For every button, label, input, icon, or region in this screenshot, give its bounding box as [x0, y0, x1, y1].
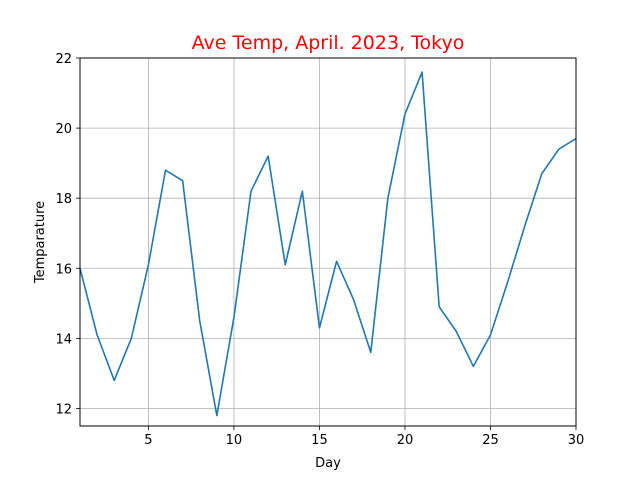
y-tick-label: 20 [55, 122, 72, 137]
series-layer [79, 71, 577, 417]
y-tick-label: 12 [55, 402, 72, 417]
y-tick-label: 16 [55, 262, 72, 277]
y-tick-label: 18 [55, 192, 72, 207]
temperature-series-line [79, 71, 577, 417]
x-tick-label: 20 [397, 433, 414, 448]
x-axis-label: Day [315, 456, 341, 471]
chart-title: Ave Temp, April. 2023, Tokyo [192, 32, 465, 54]
y-axis-label: Temparature [33, 201, 48, 284]
x-tick-label: 10 [226, 433, 243, 448]
y-tick-label: 22 [55, 52, 72, 67]
x-tick-label: 5 [144, 433, 152, 448]
axis-ticks: 5 10 15 20 25 30 12 14 16 18 20 22 [55, 52, 584, 448]
x-tick-label: 25 [482, 433, 499, 448]
y-tick-label: 14 [55, 332, 72, 347]
plot-frame [79, 57, 577, 427]
x-tick-label: 30 [568, 433, 585, 448]
x-tick-label: 15 [311, 433, 328, 448]
